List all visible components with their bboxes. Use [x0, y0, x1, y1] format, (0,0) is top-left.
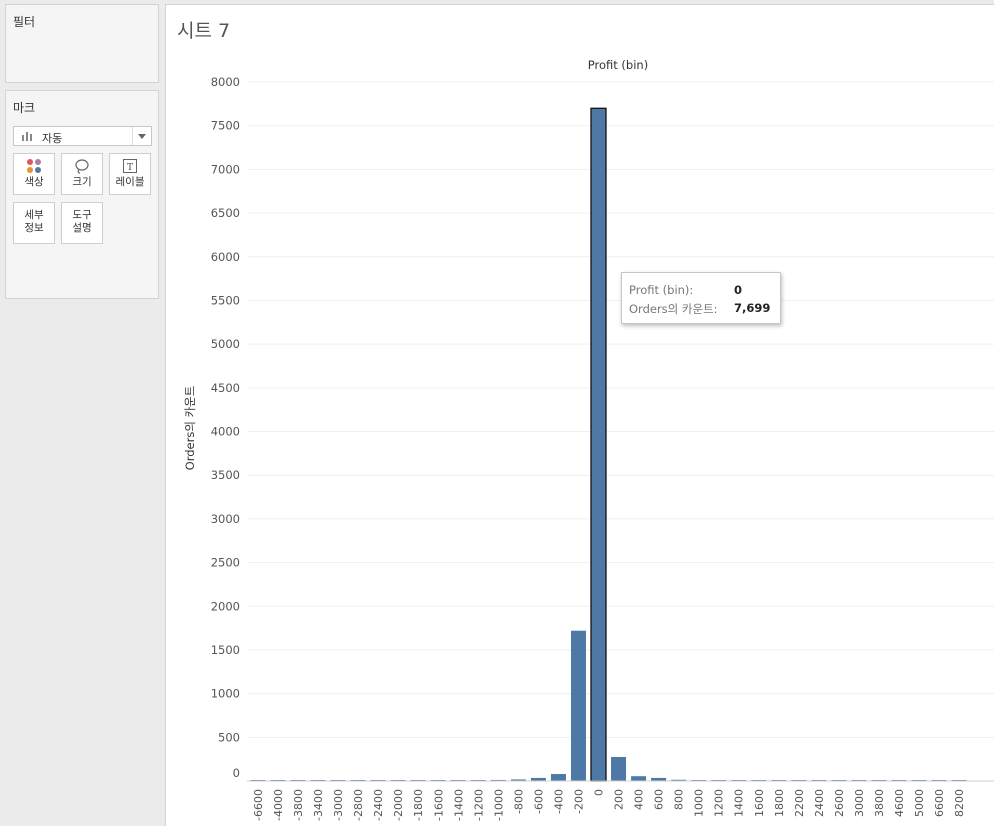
tooltip-count-value: 7,699	[734, 301, 771, 315]
x-tick-label: -2400	[372, 789, 385, 821]
filters-shelf[interactable]: 필터	[5, 4, 159, 83]
x-tick-label: -600	[532, 789, 545, 814]
y-axis-label: Orders의 카운트	[183, 386, 197, 471]
bar--600[interactable]	[530, 777, 546, 781]
y-tick-label: 6500	[211, 206, 240, 220]
x-tick-label: -2000	[392, 789, 405, 821]
y-tick-label: 4500	[211, 381, 240, 395]
bar-200[interactable]	[611, 756, 627, 781]
x-tick-label: -3800	[292, 789, 305, 821]
x-tick-label: 800	[673, 789, 686, 810]
bar-600[interactable]	[651, 777, 667, 781]
mark-type-dropdown[interactable]: 자동	[13, 126, 152, 146]
y-tick-label: 6000	[211, 250, 240, 264]
x-tick-label: 3800	[873, 789, 886, 817]
y-tick-label: 5500	[211, 293, 240, 307]
tooltip-profit-key: Profit (bin):	[629, 283, 694, 297]
y-tick-label: 4000	[211, 425, 240, 439]
x-tick-label: 1800	[773, 789, 786, 817]
x-tick-label: 1000	[693, 789, 706, 817]
color-button-label: 색상	[24, 176, 44, 188]
x-tick-label: 6600	[933, 789, 946, 817]
x-tick-label: 3000	[853, 789, 866, 817]
y-tick-label: 3000	[211, 512, 240, 526]
label-button[interactable]: T 레이블	[109, 153, 151, 195]
x-tick-label: 1600	[753, 789, 766, 817]
chevron-down-icon[interactable]	[132, 127, 151, 145]
text-label-icon: T	[110, 158, 150, 176]
color-button[interactable]: 색상	[13, 153, 55, 195]
x-tick-label: 600	[653, 789, 666, 810]
y-tick-label: 0	[233, 766, 240, 780]
filters-title: 필터	[13, 15, 36, 29]
x-tick-label: 5000	[913, 789, 926, 817]
gridlines	[247, 81, 994, 738]
bar--200[interactable]	[570, 630, 586, 781]
x-tick-label: -200	[572, 789, 585, 814]
tooltip: Profit (bin): 0 Orders의 카운트: 7,699	[621, 272, 781, 324]
x-axis-ticks: -6600 -4000 -3800 -3400 -3000 -2800 -2400 -2000…	[252, 789, 966, 821]
x-tick-label: 8200	[953, 789, 966, 817]
tooltip-profit-value: 0	[734, 283, 743, 297]
y-tick-label: 500	[218, 730, 240, 744]
marks-title: 마크	[13, 101, 36, 115]
x-tick-label: 4600	[893, 789, 906, 817]
x-tick-label: 0	[593, 789, 606, 796]
x-tick-label: -400	[552, 789, 565, 814]
bars[interactable]	[250, 107, 967, 782]
tooltip-count-key: Orders의 카운트:	[629, 302, 718, 316]
x-tick-label: 2400	[813, 789, 826, 817]
mark-type-label: 자동	[42, 132, 63, 145]
x-tick-label: -1000	[492, 789, 505, 821]
detail-button-label: 세부 정보	[24, 209, 44, 234]
tooltip-button[interactable]: 도구 설명	[61, 202, 103, 244]
x-tick-label: -1600	[432, 789, 445, 821]
x-tick-label: -6600	[252, 789, 265, 821]
bar-400[interactable]	[631, 776, 647, 781]
chart-title: Profit (bin)	[588, 58, 648, 72]
bar-0[interactable]	[590, 107, 607, 782]
y-tick-label: 7000	[211, 162, 240, 176]
bar--400[interactable]	[550, 774, 566, 781]
x-tick-label: -3000	[332, 789, 345, 821]
label-button-label: 레이블	[115, 176, 145, 188]
sheet-title: 시트 7	[177, 20, 231, 42]
y-tick-label: 2500	[211, 556, 240, 570]
x-tick-label: 2600	[833, 789, 846, 817]
x-tick-label: 400	[633, 789, 646, 810]
y-tick-label: 7500	[211, 119, 240, 133]
bar--800[interactable]	[510, 779, 526, 781]
y-tick-label: 1500	[211, 643, 240, 657]
svg-text:T: T	[127, 163, 133, 173]
y-axis-ticks: 0 500 1000 1500 2000 2500 3000 3500 4000 4500 5000…	[211, 75, 240, 780]
tooltip-button-label: 도구 설명	[72, 209, 92, 234]
y-tick-label: 1000	[211, 687, 240, 701]
bar--1000[interactable]	[490, 779, 506, 781]
y-tick-label: 8000	[211, 75, 240, 89]
color-dots-icon	[14, 158, 54, 176]
size-lasso-icon	[62, 158, 102, 176]
x-tick-label: 200	[613, 789, 626, 810]
x-tick-label: -4000	[272, 789, 285, 821]
x-tick-label: 1400	[733, 789, 746, 817]
y-tick-label: 2000	[211, 599, 240, 613]
x-tick-label: -1200	[472, 789, 485, 821]
x-tick-label: -3400	[312, 789, 325, 821]
y-tick-label: 3500	[211, 468, 240, 482]
x-tick-label: 1200	[713, 789, 726, 817]
bar-800[interactable]	[671, 779, 687, 781]
detail-button[interactable]: 세부 정보	[13, 202, 55, 244]
x-tick-label: -800	[512, 789, 525, 814]
x-tick-label: -2800	[352, 789, 365, 821]
y-tick-label: 5000	[211, 337, 240, 351]
x-tick-label: -1400	[452, 789, 465, 821]
bar-chart-icon	[22, 131, 34, 141]
x-tick-label: -1800	[412, 789, 425, 821]
size-button-label: 크기	[72, 176, 92, 188]
size-button[interactable]: 크기	[61, 153, 103, 195]
marks-card: 마크 자동 색상 크기 T 레이블 세부 정보 도구 설명	[5, 90, 159, 299]
x-tick-label: 2200	[793, 789, 806, 817]
